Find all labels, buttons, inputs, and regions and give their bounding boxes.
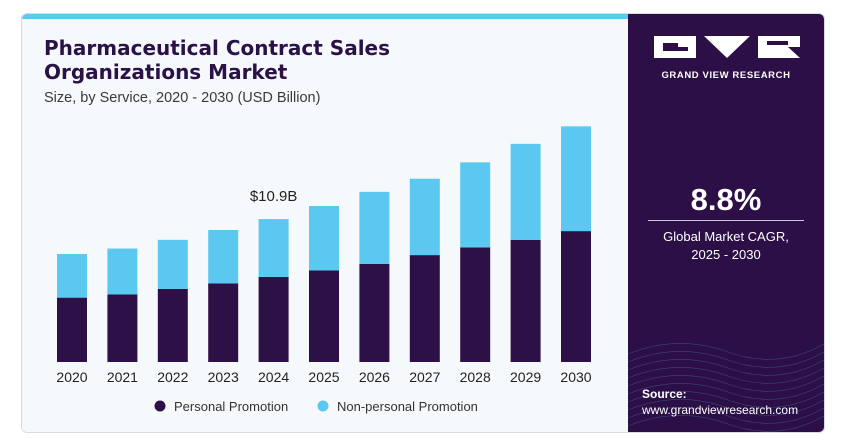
bar-2023-personal-promotion [208,283,239,362]
bar-2030-non-personal-promotion [561,126,591,232]
legend-entry: Non-personal Promotion [337,399,478,414]
bar-2029-personal-promotion [510,239,541,362]
bar-2022-non-personal-promotion [157,239,188,289]
x-tick-label: 2020 [56,369,87,385]
x-tick-label: 2023 [208,369,239,385]
cagr-label-line-1: Global Market CAGR, [663,229,789,244]
infographic-card: Pharmaceutical Contract Sales Organizati… [21,13,825,433]
title-line-1: Pharmaceutical Contract Sales [44,36,391,60]
bar-2025-non-personal-promotion [309,206,339,271]
cagr-label: Global Market CAGR, 2025 - 2030 [628,228,824,264]
x-tick-label: 2021 [107,369,138,385]
x-tick-label: 2029 [510,369,541,385]
x-tick-label: 2024 [258,369,289,385]
legend-entry: Personal Promotion [174,399,288,414]
bar-2028-personal-promotion [460,247,491,362]
source-url[interactable]: www.grandviewresearch.com [642,403,799,417]
cagr-value: 8.8% [690,182,762,217]
x-tick-label: 2028 [460,369,491,385]
bar-2021-non-personal-promotion [107,248,138,295]
x-tick-label: 2025 [308,369,339,385]
bar-2024-non-personal-promotion [258,219,289,277]
bar-2029-non-personal-promotion [510,143,541,240]
bar-2026-personal-promotion [359,263,390,362]
bar-2027-non-personal-promotion [409,178,440,256]
brand-name: GRAND VIEW RESEARCH [661,70,791,81]
legend-swatch [154,400,166,412]
wave-pattern-icon [628,343,824,432]
bar-2020-non-personal-promotion [57,254,87,298]
bar-2024-personal-promotion [258,276,289,362]
x-tick-label: 2030 [560,369,591,385]
cagr-label-line-2: 2025 - 2030 [691,247,761,262]
grand-view-research-logo-icon [654,36,800,58]
bar-2020-personal-promotion [57,297,87,362]
x-tick-label: 2026 [359,369,390,385]
bar-2028-non-personal-promotion [460,162,491,248]
title-line-2: Organizations Market [44,60,288,84]
x-tick-label: 2022 [157,369,188,385]
bar-2021-personal-promotion [107,294,138,362]
bar-2022-personal-promotion [157,288,188,362]
bar-2023-non-personal-promotion [208,230,239,284]
chart-subtitle: Size, by Service, 2020 - 2030 (USD Billi… [44,90,321,106]
data-label: $10.9B [250,188,298,205]
cagr-divider [648,220,804,221]
source-label: Source: [642,387,687,401]
accent-bar [22,14,628,19]
bar-2026-non-personal-promotion [359,191,390,264]
bar-2025-personal-promotion [309,270,339,362]
bar-2030-personal-promotion [561,231,591,362]
legend-swatch [317,400,329,412]
chart-panel: Pharmaceutical Contract Sales Organizati… [22,14,628,432]
bar-2027-personal-promotion [409,255,440,362]
chart-title: Pharmaceutical Contract Sales Organizati… [44,36,464,84]
x-tick-label: 2027 [409,369,440,385]
brand-panel: GRAND VIEW RESEARCH 8.8% Global Market C… [628,14,824,432]
bar-chart: 2020 2021 2022 2023 2024 $10.9B 2025 2026 2027 20… [56,126,592,414]
